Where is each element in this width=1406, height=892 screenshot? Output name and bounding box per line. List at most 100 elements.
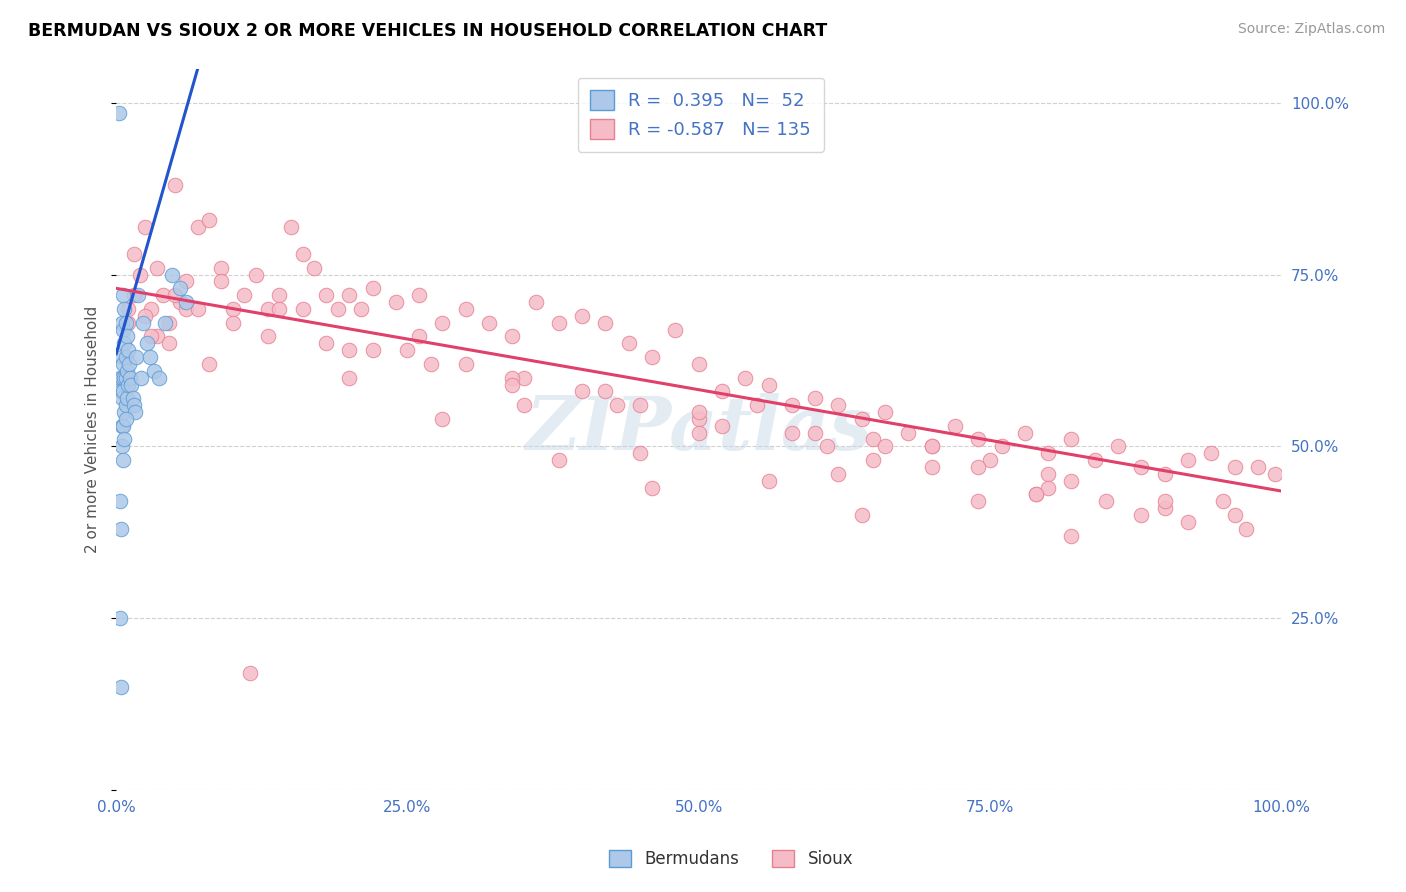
Point [112, 357, 135, 371]
Point [141, 329, 163, 343]
Point [350, 301, 373, 316]
Point [153, 316, 176, 330]
Point [112, 370, 135, 384]
Point [1014, 425, 1036, 440]
Point [222, 301, 245, 316]
Point [897, 425, 920, 440]
Point [396, 343, 419, 358]
Point [1130, 460, 1153, 475]
Point [160, 268, 183, 282]
Point [617, 336, 640, 351]
Point [664, 322, 686, 336]
Point [688, 412, 710, 426]
Point [115, 329, 138, 343]
Point [120, 377, 142, 392]
Point [128, 268, 150, 282]
Point [827, 398, 849, 412]
Point [873, 439, 896, 453]
Point [1247, 460, 1270, 475]
Point [862, 453, 884, 467]
Point [124, 405, 146, 419]
Point [1130, 508, 1153, 522]
Point [114, 350, 136, 364]
Point [1264, 467, 1286, 481]
Point [269, 288, 291, 302]
Point [163, 288, 186, 302]
Point [112, 301, 135, 316]
Point [337, 288, 360, 302]
Point [110, 384, 132, 399]
Point [198, 212, 221, 227]
Point [1025, 487, 1047, 501]
Point [117, 343, 139, 358]
Point [804, 391, 827, 405]
Point [256, 301, 278, 316]
Point [111, 316, 134, 330]
Point [114, 316, 136, 330]
Text: ZIPatlas: ZIPatlas [526, 393, 872, 466]
Point [1177, 453, 1199, 467]
Point [107, 106, 129, 120]
Point [1025, 487, 1047, 501]
Point [108, 494, 131, 508]
Point [117, 316, 139, 330]
Point [245, 268, 267, 282]
Point [815, 439, 838, 453]
Point [1036, 481, 1059, 495]
Point [112, 288, 135, 302]
Point [291, 247, 314, 261]
Legend: Bermudans, Sioux: Bermudans, Sioux [603, 843, 859, 875]
Point [157, 336, 180, 351]
Point [501, 329, 523, 343]
Point [337, 343, 360, 358]
Point [187, 219, 209, 234]
Point [256, 329, 278, 343]
Point [1060, 529, 1083, 543]
Point [132, 316, 155, 330]
Point [711, 418, 734, 433]
Point [432, 412, 454, 426]
Point [291, 301, 314, 316]
Point [187, 301, 209, 316]
Point [606, 398, 628, 412]
Point [146, 329, 169, 343]
Point [122, 288, 145, 302]
Point [501, 370, 523, 384]
Point [122, 398, 145, 412]
Point [548, 453, 571, 467]
Point [120, 370, 142, 384]
Point [1153, 501, 1175, 516]
Point [641, 350, 664, 364]
Point [408, 288, 430, 302]
Point [1084, 453, 1107, 467]
Y-axis label: 2 or more Vehicles in Household: 2 or more Vehicles in Household [86, 306, 100, 553]
Point [112, 322, 135, 336]
Point [979, 453, 1001, 467]
Point [114, 412, 136, 426]
Point [454, 301, 477, 316]
Point [478, 316, 501, 330]
Point [1036, 446, 1059, 460]
Point [804, 425, 827, 440]
Point [134, 309, 156, 323]
Point [921, 439, 943, 453]
Point [139, 350, 162, 364]
Point [688, 425, 710, 440]
Point [108, 611, 131, 625]
Point [134, 219, 156, 234]
Point [121, 391, 143, 405]
Point [851, 508, 873, 522]
Point [122, 247, 145, 261]
Point [630, 398, 652, 412]
Point [595, 316, 617, 330]
Point [630, 446, 652, 460]
Point [209, 275, 232, 289]
Point [780, 398, 803, 412]
Point [152, 288, 174, 302]
Point [269, 301, 291, 316]
Point [967, 433, 990, 447]
Point [513, 398, 536, 412]
Point [1223, 460, 1246, 475]
Point [117, 301, 139, 316]
Point [233, 288, 256, 302]
